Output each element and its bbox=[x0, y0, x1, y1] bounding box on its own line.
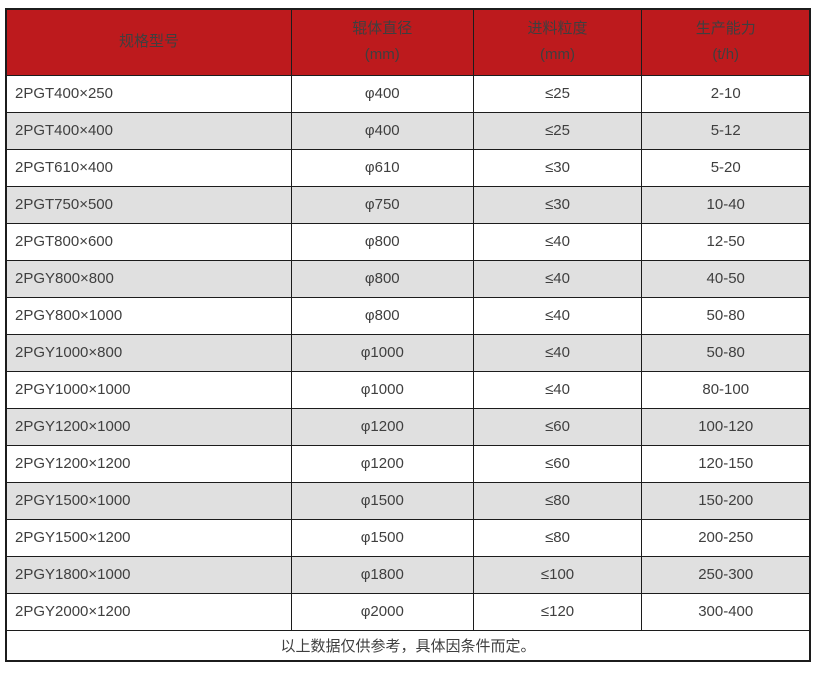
cell-capacity: 40-50 bbox=[641, 259, 811, 298]
cell-feed-size: ≤30 bbox=[472, 148, 643, 187]
cell-model: 2PGY1200×1200 bbox=[5, 444, 292, 483]
cell-model: 2PGY1500×1200 bbox=[5, 518, 292, 557]
cell-roller-diameter: φ610 bbox=[290, 148, 474, 187]
cell-roller-diameter: φ1200 bbox=[290, 444, 474, 483]
table-row: 2PGY2000×1200 φ2000 ≤120 300-400 bbox=[5, 592, 811, 631]
cell-capacity: 50-80 bbox=[641, 333, 811, 372]
table-row: 2PGT400×400 φ400 ≤25 5-12 bbox=[5, 111, 811, 150]
cell-capacity: 2-10 bbox=[641, 74, 811, 113]
cell-roller-diameter: φ750 bbox=[290, 185, 474, 224]
cell-capacity: 5-20 bbox=[641, 148, 811, 187]
col-header-roller-diameter-label: 辊体直径 bbox=[352, 20, 413, 38]
cell-model: 2PGY1000×800 bbox=[5, 333, 292, 372]
cell-model: 2PGY1800×1000 bbox=[5, 555, 292, 594]
table-body: 2PGT400×250 φ400 ≤25 2-10 2PGT400×400 φ400 ≤25… bbox=[5, 74, 811, 631]
cell-model: 2PGT610×400 bbox=[5, 148, 292, 187]
cell-feed-size: ≤80 bbox=[472, 481, 643, 520]
cell-model: 2PGY800×800 bbox=[5, 259, 292, 298]
cell-feed-size: ≤30 bbox=[472, 185, 643, 224]
table-row: 2PGY1500×1000 φ1500 ≤80 150-200 bbox=[5, 481, 811, 520]
table-row: 2PGT610×400 φ610 ≤30 5-20 bbox=[5, 148, 811, 187]
cell-feed-size: ≤40 bbox=[472, 222, 643, 261]
cell-feed-size: ≤40 bbox=[472, 296, 643, 335]
cell-feed-size: ≤60 bbox=[472, 444, 643, 483]
table-row: 2PGY1000×800 φ1000 ≤40 50-80 bbox=[5, 333, 811, 372]
col-header-capacity-unit: (t/h) bbox=[712, 46, 740, 64]
cell-roller-diameter: φ400 bbox=[290, 74, 474, 113]
cell-model: 2PGY2000×1200 bbox=[5, 592, 292, 631]
cell-feed-size: ≤25 bbox=[472, 74, 643, 113]
table-row: 2PGY1500×1200 φ1500 ≤80 200-250 bbox=[5, 518, 811, 557]
cell-model: 2PGT750×500 bbox=[5, 185, 292, 224]
footnote-row: 以上数据仅供参考，具体因条件而定。 bbox=[5, 629, 811, 662]
cell-capacity: 80-100 bbox=[641, 370, 811, 409]
table-row: 2PGT750×500 φ750 ≤30 10-40 bbox=[5, 185, 811, 224]
table-row: 2PGY800×1000 φ800 ≤40 50-80 bbox=[5, 296, 811, 335]
cell-feed-size: ≤40 bbox=[472, 333, 643, 372]
table-row: 2PGY1000×1000 φ1000 ≤40 80-100 bbox=[5, 370, 811, 409]
col-header-model: 规格型号 bbox=[5, 8, 292, 76]
cell-model: 2PGT400×400 bbox=[5, 111, 292, 150]
cell-roller-diameter: φ2000 bbox=[290, 592, 474, 631]
cell-capacity: 100-120 bbox=[641, 407, 811, 446]
cell-feed-size: ≤40 bbox=[472, 259, 643, 298]
cell-roller-diameter: φ1000 bbox=[290, 333, 474, 372]
table-row: 2PGY1800×1000 φ1800 ≤100 250-300 bbox=[5, 555, 811, 594]
cell-capacity: 300-400 bbox=[641, 592, 811, 631]
cell-feed-size: ≤40 bbox=[472, 370, 643, 409]
cell-feed-size: ≤80 bbox=[472, 518, 643, 557]
cell-capacity: 5-12 bbox=[641, 111, 811, 150]
col-header-roller-diameter: 辊体直径 (mm) bbox=[290, 8, 474, 76]
cell-roller-diameter: φ1200 bbox=[290, 407, 474, 446]
col-header-roller-diameter-unit: (mm) bbox=[364, 46, 400, 64]
cell-capacity: 12-50 bbox=[641, 222, 811, 261]
spec-table: 规格型号 辊体直径 (mm) 进料粒度 (mm) 生产能力 (t/h) 2PGT… bbox=[5, 8, 811, 662]
cell-model: 2PGT400×250 bbox=[5, 74, 292, 113]
col-header-feed-size-label: 进料粒度 bbox=[527, 20, 588, 38]
cell-model: 2PGY1500×1000 bbox=[5, 481, 292, 520]
cell-capacity: 200-250 bbox=[641, 518, 811, 557]
cell-capacity: 10-40 bbox=[641, 185, 811, 224]
cell-capacity: 50-80 bbox=[641, 296, 811, 335]
col-header-feed-size-unit: (mm) bbox=[540, 46, 576, 64]
cell-model: 2PGY1200×1000 bbox=[5, 407, 292, 446]
cell-roller-diameter: φ800 bbox=[290, 222, 474, 261]
table-row: 2PGT800×600 φ800 ≤40 12-50 bbox=[5, 222, 811, 261]
cell-model: 2PGY800×1000 bbox=[5, 296, 292, 335]
cell-capacity: 120-150 bbox=[641, 444, 811, 483]
cell-capacity: 150-200 bbox=[641, 481, 811, 520]
cell-model: 2PGY1000×1000 bbox=[5, 370, 292, 409]
cell-model: 2PGT800×600 bbox=[5, 222, 292, 261]
col-header-capacity-label: 生产能力 bbox=[695, 20, 756, 38]
cell-capacity: 250-300 bbox=[641, 555, 811, 594]
col-header-feed-size: 进料粒度 (mm) bbox=[472, 8, 643, 76]
table-row: 2PGT400×250 φ400 ≤25 2-10 bbox=[5, 74, 811, 113]
cell-roller-diameter: φ1500 bbox=[290, 518, 474, 557]
cell-roller-diameter: φ1000 bbox=[290, 370, 474, 409]
cell-roller-diameter: φ1500 bbox=[290, 481, 474, 520]
cell-feed-size: ≤60 bbox=[472, 407, 643, 446]
table-row: 2PGY1200×1000 φ1200 ≤60 100-120 bbox=[5, 407, 811, 446]
header-row: 规格型号 辊体直径 (mm) 进料粒度 (mm) 生产能力 (t/h) bbox=[5, 8, 811, 76]
cell-roller-diameter: φ800 bbox=[290, 296, 474, 335]
cell-feed-size: ≤120 bbox=[472, 592, 643, 631]
cell-feed-size: ≤25 bbox=[472, 111, 643, 150]
table-row: 2PGY800×800 φ800 ≤40 40-50 bbox=[5, 259, 811, 298]
footnote: 以上数据仅供参考，具体因条件而定。 bbox=[5, 629, 811, 662]
cell-roller-diameter: φ400 bbox=[290, 111, 474, 150]
col-header-capacity: 生产能力 (t/h) bbox=[641, 8, 811, 76]
cell-feed-size: ≤100 bbox=[472, 555, 643, 594]
col-header-model-label: 规格型号 bbox=[118, 33, 179, 51]
cell-roller-diameter: φ800 bbox=[290, 259, 474, 298]
table-row: 2PGY1200×1200 φ1200 ≤60 120-150 bbox=[5, 444, 811, 483]
cell-roller-diameter: φ1800 bbox=[290, 555, 474, 594]
